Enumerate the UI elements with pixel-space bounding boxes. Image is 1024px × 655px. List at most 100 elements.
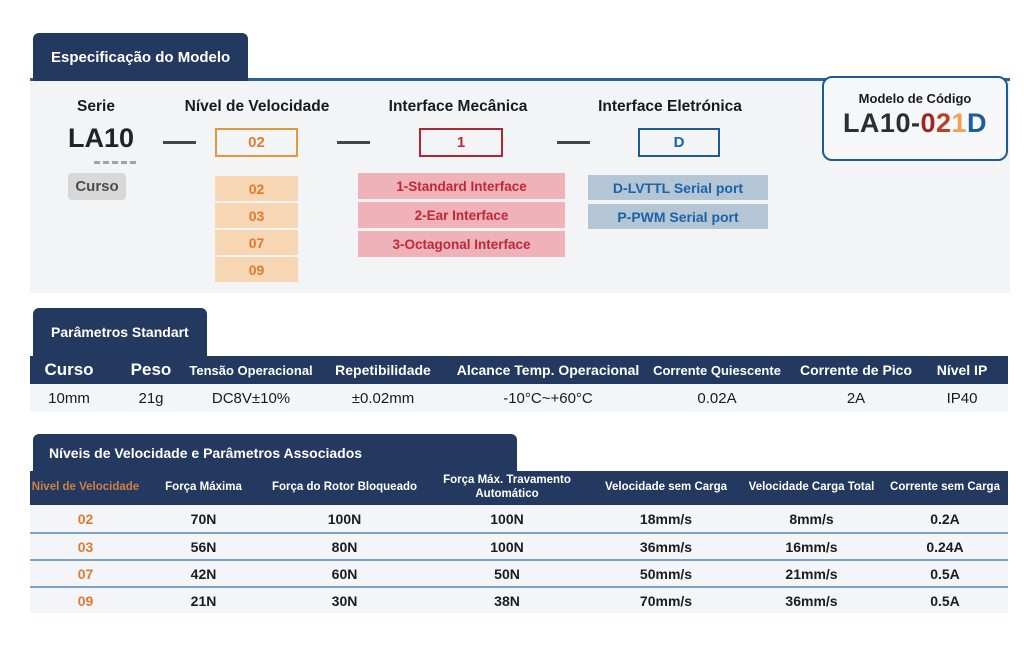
electronic-interface-options: D-LVTTL Serial port P-PWM Serial port	[588, 175, 768, 233]
mechanical-interface-options: 1-Standard Interface 2-Ear Interface 3-Oct…	[358, 173, 565, 260]
column-header: Repetibilidade	[335, 362, 431, 378]
section-title: Níveis de Velocidade e Parâmetros Associ…	[49, 444, 363, 461]
table-cell: 21g	[138, 389, 164, 407]
model-code-part: LA10-	[842, 108, 921, 138]
connector-dash	[163, 141, 196, 144]
table-cell: 100N	[490, 510, 524, 527]
table-cell: 38N	[494, 592, 520, 609]
standard-params-title-tab: Parâmetros Standart	[33, 308, 207, 356]
table-cell: 16mm/s	[785, 538, 838, 555]
connector-dash	[557, 141, 590, 144]
option-item: 1-Standard Interface	[358, 173, 565, 199]
table-cell: 18mm/s	[639, 510, 693, 527]
column-header: Tensão Operacional	[189, 362, 313, 378]
table-cell: 56N	[190, 538, 217, 555]
model-spec-title-tab: Especificação do Modelo	[33, 33, 249, 81]
table-cell: 42N	[190, 565, 217, 582]
table-row: 07 42N 60N 50N 50mm/s 21mm/s 0.5A	[30, 559, 1008, 586]
column-header: Alcance Temp. Operacional	[456, 362, 640, 378]
option-item: 09	[215, 257, 298, 282]
table-cell: 0.24A	[926, 538, 964, 555]
table-cell: 50N	[494, 565, 520, 582]
speed-table-header-row: Nivel de Velocidade Força Máxima Força do …	[30, 471, 1008, 505]
table-row: 03 56N 80N 100N 36mm/s 16mm/s 0.24A	[30, 532, 1008, 559]
table-cell: 60N	[331, 565, 358, 582]
speed-table-body: 02 70N 100N 100N 18mm/s 8mm/s 0.2A 03 56N 80N 100N…	[30, 505, 1008, 613]
mechanical-interface-value-box: 1	[419, 128, 503, 157]
option-item: 3-Octagonal Interface	[358, 231, 565, 257]
table-cell: 0.2A	[930, 510, 960, 527]
option-item: P-PWM Serial port	[588, 204, 768, 229]
column-header: Nivel de Velocidade	[31, 481, 140, 494]
table-cell: DC8V±10%	[211, 389, 291, 407]
table-cell: 70N	[190, 510, 217, 527]
model-spec-panel: Serie Nível de Velocidade Interface Mecâ…	[30, 76, 1010, 293]
table-cell: 21N	[190, 592, 217, 609]
table-cell: 02	[77, 510, 94, 527]
table-cell: 36mm/s	[785, 592, 838, 609]
table-cell: 03	[77, 538, 94, 555]
table-cell: 21mm/s	[785, 565, 838, 582]
column-header: Curso	[44, 360, 94, 379]
connector-dash	[337, 141, 370, 144]
table-cell: 0.02A	[697, 389, 737, 407]
option-item: 02	[215, 176, 298, 201]
table-cell: 10mm	[48, 389, 90, 407]
table-row: 09 21N 30N 38N 70mm/s 36mm/s 0.5A	[30, 586, 1008, 613]
table-cell: IP40	[946, 389, 978, 407]
column-header: Corrente de Pico	[799, 362, 913, 378]
table-cell: 30N	[331, 592, 358, 609]
table-cell: 2A	[846, 389, 866, 407]
table-cell: 0.5A	[930, 592, 960, 609]
table-cell: 09	[77, 592, 94, 609]
speed-level-options: 02 03 07 09	[215, 176, 298, 284]
column-header: Velocidade Carga Total	[748, 481, 875, 494]
column-label-electronic-interface: Interface Eletrónica	[598, 98, 742, 115]
serie-value: LA10	[67, 123, 135, 153]
table-cell: 36mm/s	[639, 538, 693, 555]
section-title: Especificação do Modelo	[51, 48, 231, 66]
table-cell: -10°C~+60°C	[503, 389, 593, 407]
table-cell: 0.5A	[930, 565, 960, 582]
model-code-part: 0	[920, 108, 936, 138]
table-cell: 80N	[331, 538, 358, 555]
column-label-speed-level: Nível de Velocidade	[184, 98, 330, 115]
model-code-box: Modelo de Código LA10-021D	[822, 76, 1008, 161]
standard-params-value-row: 10mm 21g DC8V±10% ±0.02mm -10°C~+60°C 0.02A 2A…	[30, 384, 1008, 412]
model-code-label: Modelo de Código	[858, 91, 972, 106]
table-row: 02 70N 100N 100N 18mm/s 8mm/s 0.2A	[30, 505, 1008, 532]
column-header: Corrente Quiescente	[653, 362, 781, 378]
table-cell: 70mm/s	[639, 592, 693, 609]
column-header: Força Máx. Travamento Automático	[443, 474, 571, 500]
standard-params-header-row: Curso Peso Tensão Operacional Repetibilidad…	[30, 356, 1008, 384]
column-label-serie: Serie	[77, 98, 115, 115]
option-item: 2-Ear Interface	[358, 202, 565, 228]
option-item: 03	[215, 203, 298, 228]
table-cell: 100N	[327, 510, 362, 527]
option-item: D-LVTTL Serial port	[588, 175, 768, 200]
column-header: Força do Rotor Bloqueado	[271, 481, 418, 494]
column-header: Nível IP	[936, 362, 988, 378]
table-cell: 07	[77, 565, 94, 582]
column-header: Peso	[130, 360, 172, 379]
column-header: Força Máxima	[165, 481, 242, 494]
curso-chip: Curso	[68, 173, 126, 200]
table-cell: 50mm/s	[639, 565, 693, 582]
electronic-interface-value-box: D	[638, 128, 720, 157]
option-item: 07	[215, 230, 298, 255]
speed-table-title-tab: Níveis de Velocidade e Parâmetros Associ…	[33, 434, 517, 471]
section-title: Parâmetros Standart	[51, 324, 189, 340]
table-cell: ±0.02mm	[351, 389, 415, 407]
model-code-part: 2	[935, 108, 952, 138]
model-code-value: LA10-021D	[824, 108, 1006, 139]
table-cell: 100N	[490, 538, 524, 555]
model-code-part: 1	[951, 108, 968, 138]
speed-level-value-box: 02	[215, 128, 298, 157]
column-header: Velocidade sem Carga	[604, 481, 728, 494]
serie-underline-dashes	[94, 161, 136, 164]
table-cell: 8mm/s	[789, 510, 834, 527]
column-label-mechanical-interface: Interface Mecânica	[388, 98, 528, 115]
column-header: Corrente sem Carga	[890, 481, 1000, 494]
model-code-part: D	[967, 108, 988, 138]
